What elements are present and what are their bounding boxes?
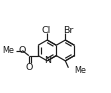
Text: Me: Me — [2, 46, 14, 55]
Text: O: O — [25, 63, 33, 72]
Text: N: N — [44, 56, 51, 65]
Text: Me: Me — [75, 66, 86, 75]
Text: Br: Br — [63, 25, 74, 35]
Text: Cl: Cl — [42, 25, 51, 35]
Text: O: O — [19, 46, 26, 55]
